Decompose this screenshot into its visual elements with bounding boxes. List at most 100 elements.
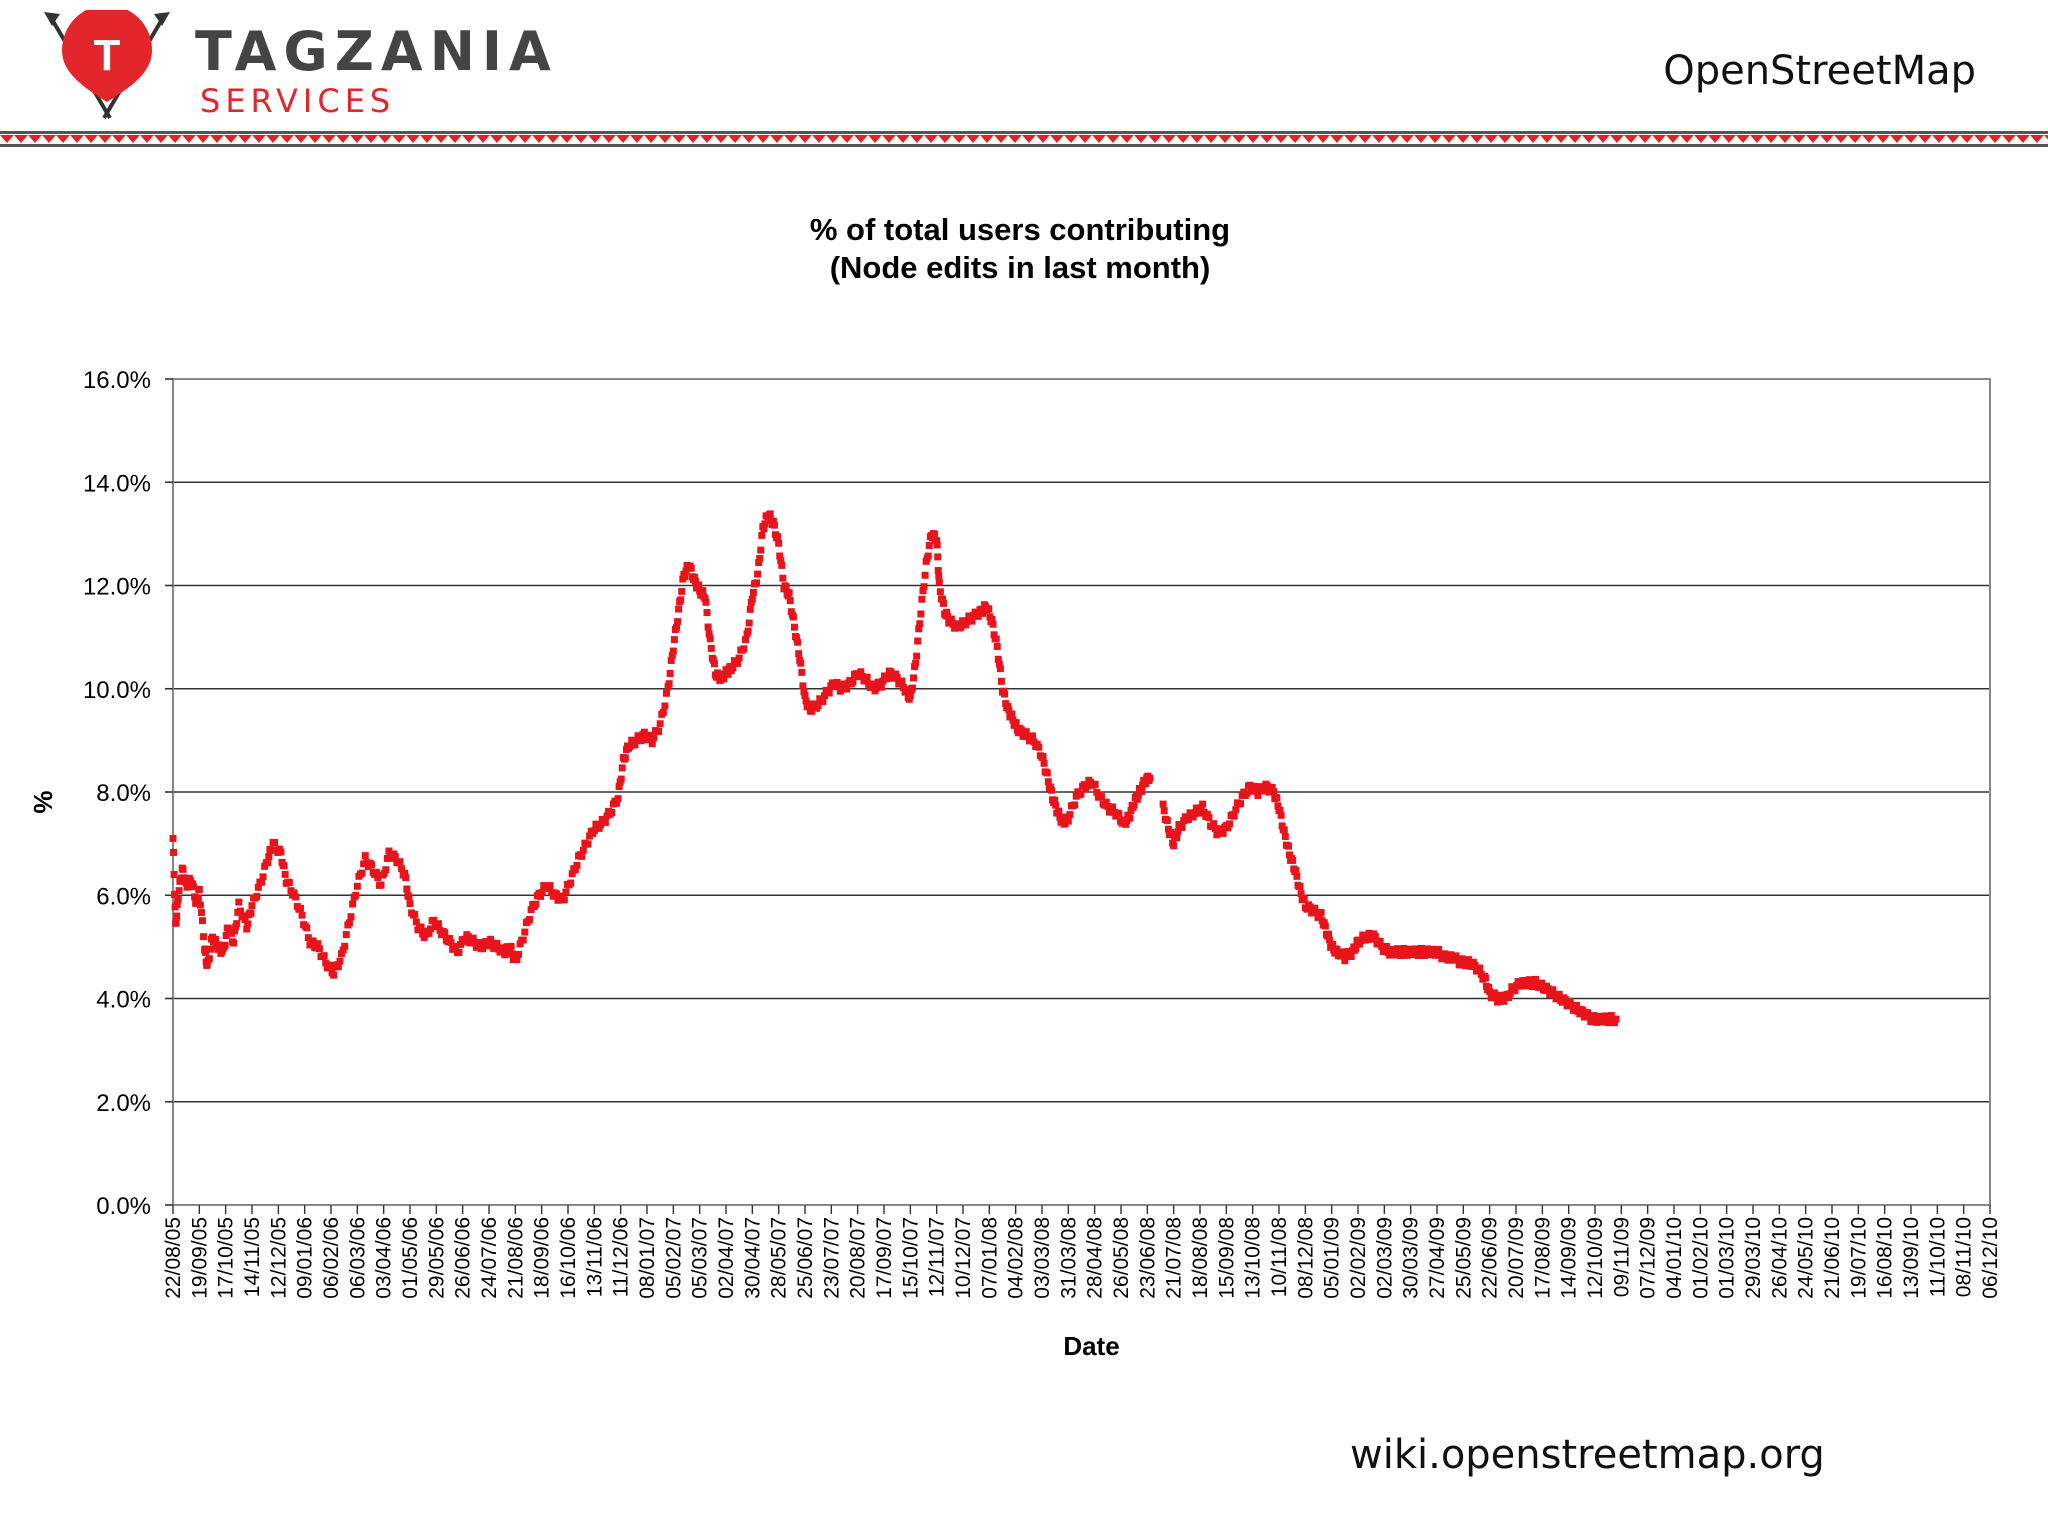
data-point xyxy=(1386,951,1394,959)
data-point xyxy=(567,879,575,887)
data-point xyxy=(621,754,629,762)
data-point xyxy=(1091,780,1099,788)
data-point xyxy=(774,533,782,541)
data-point xyxy=(668,651,676,659)
data-point xyxy=(1461,962,1469,970)
data-point xyxy=(677,596,685,604)
data-point xyxy=(361,852,369,860)
data-point xyxy=(446,935,453,943)
data-point xyxy=(667,656,675,664)
data-point xyxy=(709,656,717,664)
chart-title-line-1: % of total users contributing xyxy=(810,212,1230,247)
data-point xyxy=(798,668,806,676)
data-point xyxy=(757,546,765,554)
data-point xyxy=(1043,769,1051,777)
data-point xyxy=(330,971,338,979)
data-point xyxy=(412,918,420,926)
data-point xyxy=(903,686,911,694)
data-point xyxy=(557,892,565,900)
data-point xyxy=(584,840,592,848)
data-point xyxy=(235,898,243,906)
data-point xyxy=(1270,788,1278,796)
data-point xyxy=(1311,904,1319,912)
y-axis: 0.0% 2.0% 4.0% 6.0% 8.0% 10.0% 12.0% 14.0% 16.0% xyxy=(83,367,173,1220)
x-tick-label: 18/08/08 xyxy=(1189,1217,1212,1299)
data-point xyxy=(1352,944,1360,952)
x-tick-label: 07/01/08 xyxy=(978,1217,1001,1299)
data-point xyxy=(985,605,993,613)
data-point xyxy=(769,517,777,525)
data-point xyxy=(538,888,546,896)
data-point xyxy=(785,589,793,597)
data-point xyxy=(794,638,802,646)
data-point xyxy=(1246,781,1254,789)
x-tick-label: 23/06/08 xyxy=(1136,1217,1159,1299)
data-point xyxy=(352,891,360,899)
data-point xyxy=(347,913,355,921)
data-point xyxy=(1160,807,1168,815)
data-point xyxy=(271,838,279,846)
chart-title: % of total users contributing (Node edit… xyxy=(810,212,1230,285)
data-point xyxy=(695,581,703,589)
data-point xyxy=(1341,957,1349,965)
data-point xyxy=(1289,856,1297,864)
data-point xyxy=(863,673,871,681)
data-point xyxy=(403,885,411,893)
data-point xyxy=(382,866,390,874)
data-point xyxy=(1211,825,1219,833)
data-point xyxy=(1296,882,1304,890)
data-point xyxy=(1134,791,1142,799)
data-point xyxy=(687,564,695,572)
y-tick-label: 12.0% xyxy=(83,574,151,601)
data-point xyxy=(710,660,718,668)
x-tick-label: 24/07/06 xyxy=(478,1217,501,1299)
y-tick-label: 16.0% xyxy=(83,367,151,394)
data-point xyxy=(552,890,560,898)
data-point xyxy=(579,846,587,854)
data-point xyxy=(705,630,713,638)
data-point xyxy=(1520,976,1528,984)
x-tick-label: 15/09/08 xyxy=(1215,1217,1238,1299)
data-point xyxy=(1133,795,1141,803)
data-point xyxy=(675,605,683,613)
data-point xyxy=(931,531,939,539)
data-point xyxy=(578,852,586,860)
x-tick-label: 08/11/10 xyxy=(1953,1217,1976,1297)
data-point xyxy=(935,572,943,580)
data-point xyxy=(537,892,545,900)
data-point xyxy=(345,919,353,927)
data-point xyxy=(1435,946,1443,954)
data-point xyxy=(1130,801,1138,809)
data-point xyxy=(315,945,323,953)
x-tick-label: 26/06/06 xyxy=(452,1217,475,1299)
data-point xyxy=(656,720,664,728)
data-point xyxy=(1293,872,1301,880)
data-point xyxy=(1562,996,1570,1004)
data-point xyxy=(205,955,213,963)
data-point xyxy=(659,708,667,716)
data-point xyxy=(786,597,794,605)
data-point xyxy=(940,599,948,607)
x-tick-label: 29/05/06 xyxy=(425,1217,448,1299)
data-point xyxy=(778,561,786,569)
data-point xyxy=(1544,985,1552,993)
data-point xyxy=(612,799,620,807)
data-point xyxy=(496,948,504,956)
data-point xyxy=(650,734,658,742)
data-point xyxy=(1232,806,1240,814)
data-point xyxy=(1538,979,1546,987)
data-point xyxy=(1535,983,1543,991)
data-point xyxy=(704,623,712,631)
data-point xyxy=(857,668,865,676)
x-tick-label: 21/06/10 xyxy=(1821,1217,1844,1299)
data-point xyxy=(175,887,183,895)
data-point xyxy=(568,870,576,878)
x-tick-label: 01/05/06 xyxy=(399,1217,422,1299)
data-point xyxy=(281,870,289,878)
data-point xyxy=(706,635,714,643)
data-point xyxy=(190,883,198,891)
data-point xyxy=(908,684,916,692)
data-point xyxy=(670,636,678,644)
data-point xyxy=(720,675,728,683)
data-point xyxy=(917,610,925,618)
